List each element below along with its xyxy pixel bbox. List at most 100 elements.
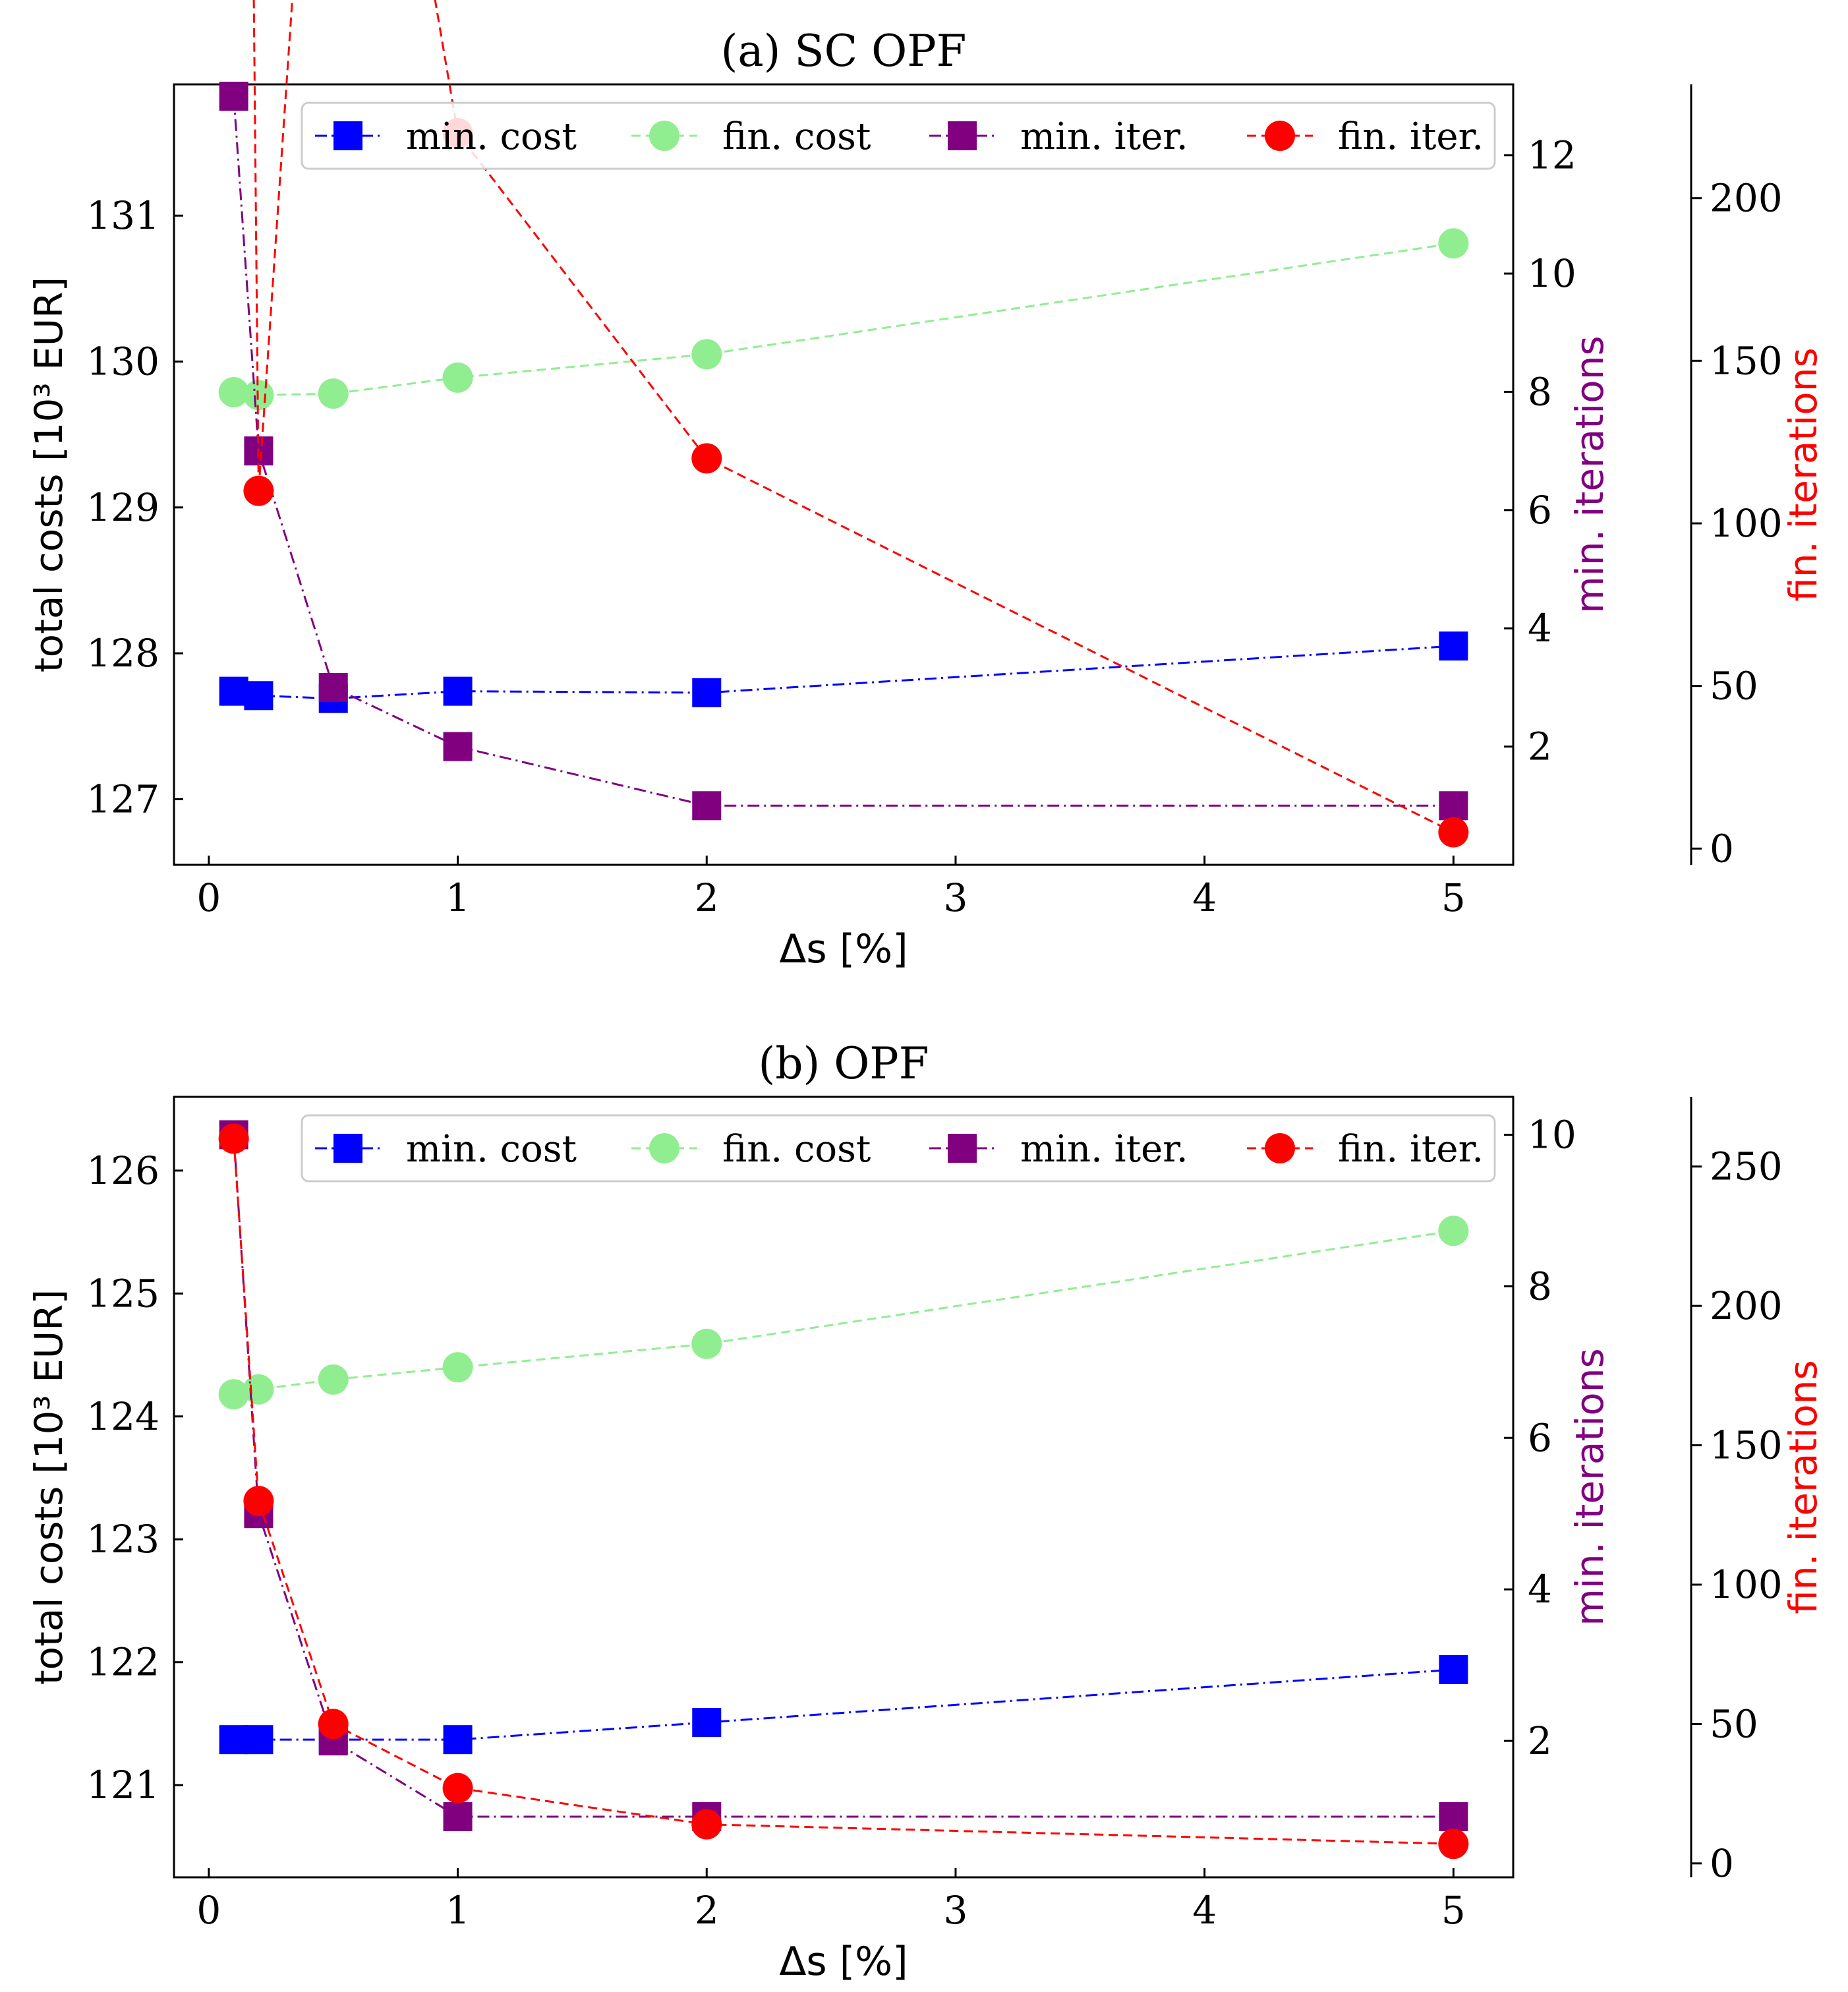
y2-tick-label: 10 — [1528, 1112, 1576, 1157]
legend-label: fin. iter. — [1338, 1128, 1484, 1171]
data-point — [1438, 817, 1469, 848]
legend-marker — [333, 121, 362, 150]
x-tick-label: 4 — [1192, 1888, 1217, 1933]
data-point — [691, 1809, 722, 1840]
data-point — [443, 1725, 473, 1755]
y-tick-label: 126 — [86, 1148, 159, 1193]
y3-tick-label: 50 — [1710, 1701, 1758, 1746]
y3-axis-label: fin. iterations — [1781, 347, 1826, 601]
data-point — [443, 676, 473, 706]
data-point — [318, 378, 349, 409]
series-line — [233, 242, 1454, 396]
y2-tick-label: 6 — [1528, 1415, 1552, 1460]
y2-axis-label: min. iterations — [1567, 336, 1612, 614]
x-tick-label: 2 — [695, 875, 719, 920]
legend-label: min. iter. — [1020, 1128, 1188, 1171]
y-tick-label: 121 — [86, 1763, 159, 1807]
data-point — [219, 1725, 248, 1755]
data-point — [691, 1328, 722, 1359]
data-point — [692, 791, 722, 821]
y2-tick-label: 10 — [1528, 251, 1576, 296]
series-fin-cost — [218, 228, 1469, 411]
data-point — [1439, 1802, 1468, 1832]
legend-marker — [333, 1134, 362, 1163]
y-tick-label: 125 — [86, 1271, 159, 1316]
legend-box — [301, 102, 1496, 170]
y2-tick-label: 4 — [1528, 606, 1552, 651]
legend-marker — [948, 121, 977, 150]
data-point — [318, 672, 348, 702]
y-tick-label: 128 — [86, 631, 159, 676]
chart-title: (b) OPF — [758, 1038, 929, 1089]
legend: min. cost fin. cost min. iter. fin. iter. — [301, 102, 1496, 170]
legend-label: fin. iter. — [1338, 115, 1484, 158]
y-tick-label: 130 — [86, 339, 159, 384]
legend-label: min. cost — [406, 115, 577, 158]
y3-tick-label: 200 — [1710, 176, 1783, 221]
y3-tick-label: 100 — [1710, 1562, 1783, 1607]
series-line — [233, 96, 1454, 807]
data-point — [1438, 1829, 1469, 1860]
legend-label: min. cost — [406, 1128, 577, 1171]
legend-label: fin. cost — [722, 115, 871, 158]
x-tick-label: 0 — [196, 1888, 221, 1933]
data-point — [1439, 631, 1468, 661]
series-line — [233, 1134, 1454, 1818]
x-tick-label: 1 — [446, 1888, 470, 1933]
data-point — [443, 1802, 473, 1832]
x-tick-label: 4 — [1192, 875, 1217, 920]
x-tick-label: 5 — [1441, 875, 1466, 920]
y2-tick-label: 6 — [1528, 488, 1552, 533]
y-tick-label: 129 — [86, 485, 159, 530]
series-line — [233, 1668, 1454, 1741]
y2-tick-label: 2 — [1528, 724, 1552, 769]
y-tick-label: 122 — [86, 1640, 159, 1685]
y3-tick-label: 100 — [1710, 501, 1783, 546]
legend-marker — [948, 1134, 977, 1163]
x-tick-label: 3 — [944, 1888, 968, 1933]
y3-tick-label: 200 — [1710, 1283, 1783, 1328]
y-axis-label: total costs [10³ EUR] — [26, 1289, 71, 1685]
plot-frame — [173, 1096, 1515, 1879]
data-point — [244, 681, 274, 711]
legend-entry: min. iter. — [929, 1128, 1188, 1171]
legend-entry: min. cost — [315, 1128, 577, 1171]
legend-label: fin. cost — [722, 1128, 871, 1171]
data-point — [318, 1364, 349, 1395]
legend-box — [301, 1114, 1496, 1183]
y3-tick-label: 150 — [1710, 338, 1783, 383]
legend-marker — [649, 1133, 679, 1163]
y2-tick-label: 2 — [1528, 1718, 1552, 1763]
x-axis-label: Δs [%] — [779, 1939, 908, 1985]
y-tick-label: 127 — [86, 776, 159, 821]
legend-entry: min. iter. — [929, 115, 1188, 158]
series-min-iter — [219, 1120, 1468, 1832]
data-point — [243, 475, 274, 506]
data-point — [442, 1772, 473, 1803]
legend-marker — [1265, 121, 1295, 151]
series-fin-cost — [218, 1216, 1469, 1410]
data-point — [219, 676, 248, 706]
data-point — [219, 81, 248, 111]
data-point — [442, 362, 473, 393]
x-tick-label: 5 — [1441, 1888, 1466, 1933]
series-min-cost — [219, 631, 1468, 713]
legend-marker — [649, 121, 679, 151]
data-point — [443, 732, 473, 761]
y2-tick-label: 8 — [1528, 369, 1552, 414]
y-tick-label: 124 — [86, 1394, 159, 1439]
series-line — [252, 0, 1455, 834]
y2-tick-label: 12 — [1528, 133, 1576, 178]
series-line — [233, 1229, 1454, 1395]
data-point — [218, 376, 249, 407]
data-point — [243, 1486, 274, 1517]
data-point — [692, 678, 722, 707]
y2-tick-label: 8 — [1528, 1264, 1552, 1308]
y2-axis-label: min. iterations — [1567, 1348, 1612, 1626]
series-line — [233, 1138, 1454, 1845]
legend-entry: fin. cost — [631, 115, 871, 158]
data-point — [244, 1725, 274, 1755]
data-point — [1439, 1655, 1468, 1684]
data-point — [691, 339, 722, 370]
